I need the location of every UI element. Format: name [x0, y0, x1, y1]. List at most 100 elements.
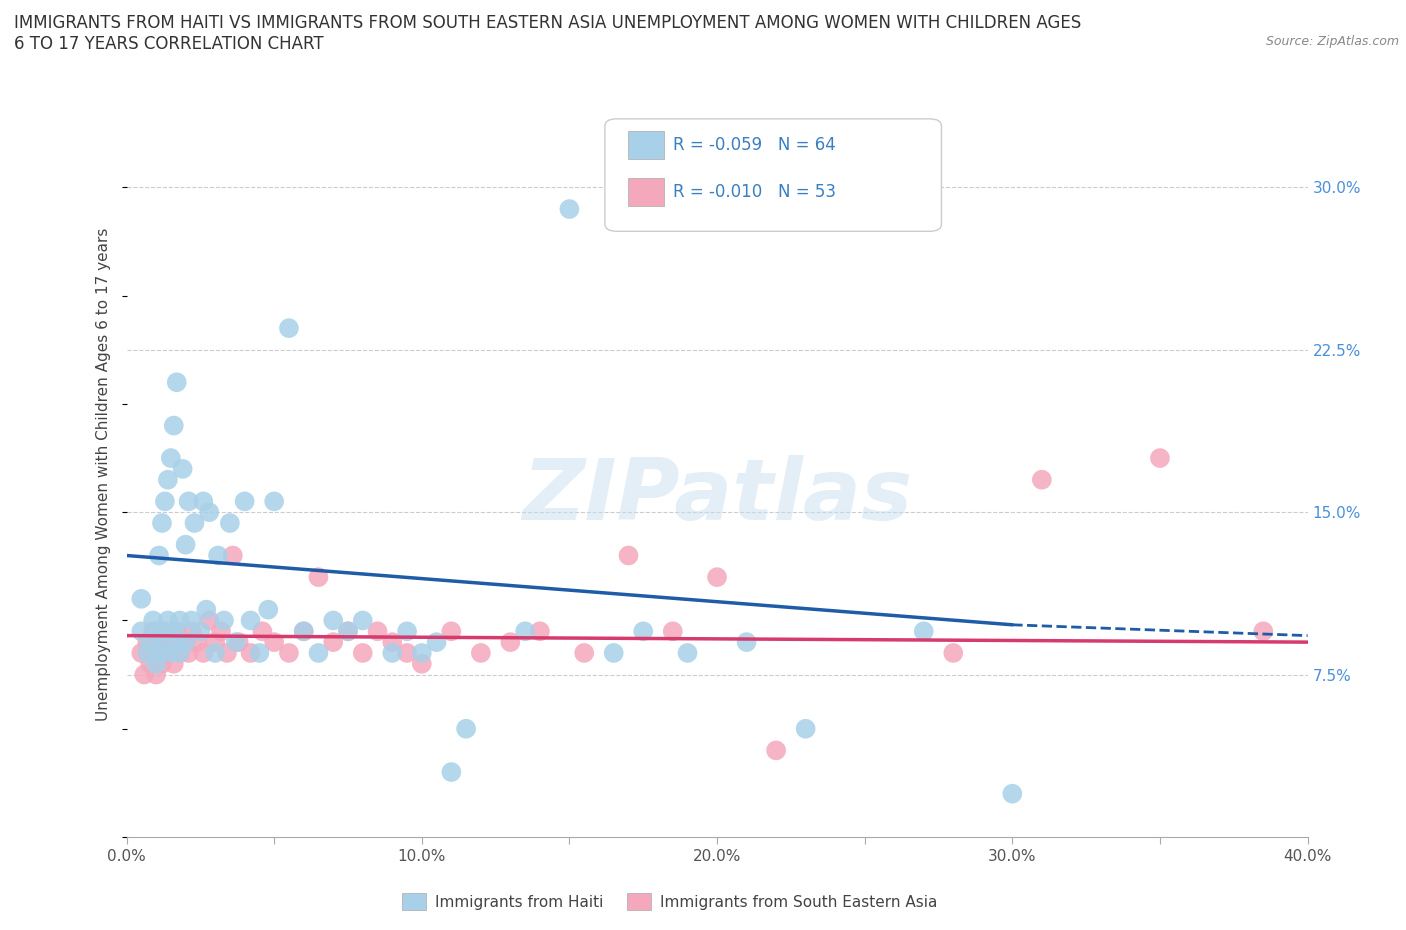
- Point: [411, 645, 433, 660]
- Point: [219, 515, 242, 530]
- Point: [456, 722, 478, 737]
- Point: [198, 613, 221, 628]
- Point: [139, 657, 162, 671]
- Point: [142, 613, 165, 628]
- Bar: [628, 131, 664, 159]
- Y-axis label: Unemployment Among Women with Children Ages 6 to 17 years: Unemployment Among Women with Children A…: [96, 228, 111, 721]
- Point: [308, 570, 330, 585]
- Point: [308, 645, 330, 660]
- Point: [411, 657, 433, 671]
- Point: [263, 634, 285, 649]
- Point: [1149, 451, 1171, 466]
- Point: [136, 634, 159, 649]
- Text: R = -0.010   N = 53: R = -0.010 N = 53: [673, 183, 837, 201]
- Point: [529, 624, 551, 639]
- Point: [198, 505, 221, 520]
- Point: [239, 645, 262, 660]
- Point: [169, 645, 191, 660]
- Point: [396, 624, 419, 639]
- Point: [134, 667, 156, 682]
- Point: [148, 645, 170, 660]
- Point: [148, 645, 170, 660]
- Point: [676, 645, 699, 660]
- Point: [249, 645, 271, 660]
- Point: [292, 624, 315, 639]
- Point: [352, 613, 374, 628]
- Point: [145, 667, 167, 682]
- Point: [169, 613, 191, 628]
- Point: [174, 538, 197, 552]
- Point: [252, 624, 274, 639]
- Point: [166, 624, 188, 639]
- Point: [352, 645, 374, 660]
- Point: [633, 624, 655, 639]
- Point: [156, 613, 179, 628]
- Point: [188, 624, 212, 639]
- Point: [396, 645, 419, 660]
- Point: [163, 657, 186, 671]
- Point: [440, 764, 463, 779]
- Point: [136, 645, 159, 660]
- Point: [499, 634, 522, 649]
- Point: [150, 515, 173, 530]
- Point: [233, 494, 256, 509]
- Point: [160, 451, 183, 466]
- Point: [942, 645, 965, 660]
- Point: [186, 634, 208, 649]
- Point: [912, 624, 935, 639]
- Point: [440, 624, 463, 639]
- Point: [558, 202, 581, 217]
- Point: [617, 548, 640, 563]
- Point: [381, 645, 404, 660]
- Point: [139, 634, 162, 649]
- Point: [228, 634, 250, 649]
- Point: [574, 645, 596, 660]
- Point: [166, 634, 188, 649]
- Point: [263, 494, 285, 509]
- Point: [204, 634, 226, 649]
- Point: [278, 645, 301, 660]
- Point: [794, 722, 817, 737]
- Point: [153, 494, 176, 509]
- Text: IMMIGRANTS FROM HAITI VS IMMIGRANTS FROM SOUTH EASTERN ASIA UNEMPLOYMENT AMONG W: IMMIGRANTS FROM HAITI VS IMMIGRANTS FROM…: [14, 14, 1081, 32]
- Point: [222, 548, 245, 563]
- Point: [367, 624, 389, 639]
- Point: [145, 634, 167, 649]
- Point: [129, 591, 153, 606]
- Point: [177, 494, 200, 509]
- Point: [257, 603, 280, 618]
- Point: [177, 645, 200, 660]
- Text: 6 TO 17 YEARS CORRELATION CHART: 6 TO 17 YEARS CORRELATION CHART: [14, 35, 323, 53]
- Text: Source: ZipAtlas.com: Source: ZipAtlas.com: [1265, 35, 1399, 48]
- Point: [156, 645, 179, 660]
- Point: [172, 461, 194, 476]
- Point: [322, 634, 344, 649]
- Point: [166, 375, 188, 390]
- Point: [239, 613, 262, 628]
- Point: [292, 624, 315, 639]
- Bar: [628, 179, 664, 206]
- Point: [706, 570, 728, 585]
- Text: ZIPatlas: ZIPatlas: [522, 455, 912, 538]
- Point: [195, 603, 218, 618]
- Point: [174, 634, 197, 649]
- Point: [180, 613, 202, 628]
- Point: [169, 645, 191, 660]
- Point: [163, 418, 186, 433]
- Point: [150, 624, 173, 639]
- Point: [145, 624, 167, 639]
- Point: [470, 645, 492, 660]
- Point: [142, 624, 165, 639]
- Point: [180, 624, 202, 639]
- Point: [215, 645, 238, 660]
- Text: R = -0.059   N = 64: R = -0.059 N = 64: [673, 136, 837, 154]
- Point: [209, 624, 232, 639]
- Point: [225, 634, 247, 649]
- Point: [153, 624, 176, 639]
- Point: [425, 634, 447, 649]
- Point: [765, 743, 787, 758]
- Point: [1253, 624, 1275, 639]
- Point: [129, 624, 153, 639]
- Point: [381, 634, 404, 649]
- Point: [145, 657, 167, 671]
